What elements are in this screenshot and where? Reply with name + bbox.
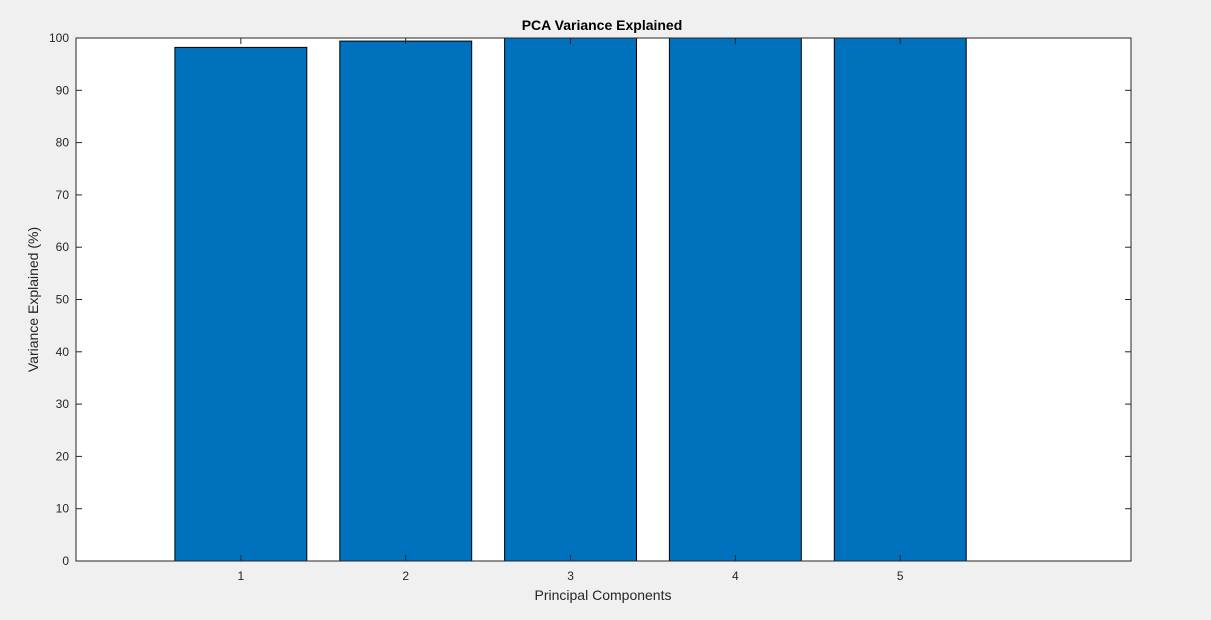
y-tick-label: 0: [62, 554, 69, 568]
y-tick-label: 30: [56, 397, 70, 411]
y-axis-label: Variance Explained (%): [25, 227, 41, 372]
y-axis-ticks: 0 10 20 30 40 50 60 70 80 90 100: [49, 31, 1131, 568]
y-tick-label: 40: [56, 345, 70, 359]
y-tick-label: 100: [49, 31, 69, 45]
bar-4: [668, 37, 802, 562]
bars-group: [174, 37, 967, 562]
axes-box: [75, 37, 1132, 562]
x-tick-label: 1: [238, 569, 245, 583]
y-tick-label: 50: [56, 293, 70, 307]
bar-2: [339, 40, 473, 562]
x-tick-label: 5: [897, 569, 904, 583]
bar-5: [833, 37, 967, 562]
x-tick-label: 3: [567, 569, 574, 583]
bar-1: [174, 46, 308, 562]
y-tick-label: 90: [56, 83, 70, 97]
x-axis-label: Principal Components: [535, 587, 672, 603]
x-axis-ticks: 1 2 3 4 5: [238, 38, 904, 583]
y-tick-label: 60: [56, 240, 70, 254]
x-tick-label: 2: [402, 569, 409, 583]
y-tick-label: 20: [56, 449, 70, 463]
y-tick-label: 80: [56, 136, 70, 150]
y-tick-label: 10: [56, 502, 70, 516]
y-tick-label: 70: [56, 188, 70, 202]
chart-title: PCA Variance Explained: [522, 17, 683, 33]
x-tick-label: 4: [732, 569, 739, 583]
bar-3: [504, 37, 637, 562]
